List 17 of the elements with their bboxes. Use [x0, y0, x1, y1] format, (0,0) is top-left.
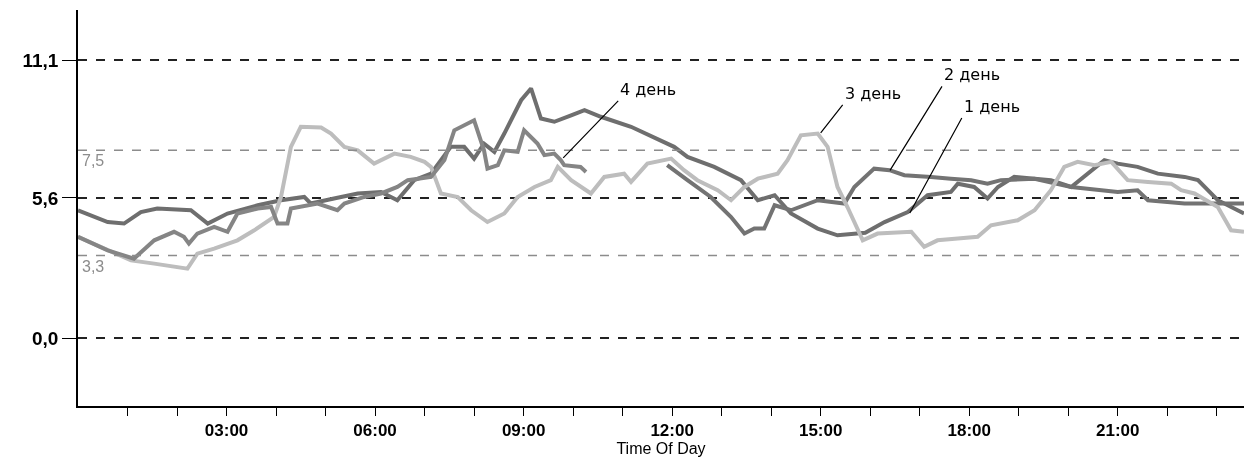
x-tick-label: 21:00 [1096, 421, 1140, 441]
x-tick-label: 12:00 [650, 421, 694, 441]
x-axis-title: Time Of Day [616, 440, 706, 458]
x-tick-label: 09:00 [501, 421, 546, 441]
x-tick-label: 18:00 [947, 421, 991, 441]
annotation: 2 день [944, 65, 1001, 84]
ref-line-label: 3,3 [82, 258, 105, 275]
annotation: 3 день [845, 84, 902, 103]
y-tick-label: 11,1 [22, 49, 59, 71]
annotation: 4 день [620, 80, 677, 99]
y-tick-label: 5,6 [32, 187, 59, 209]
x-tick-label: 03:00 [204, 421, 249, 441]
ref-line-label: 7,5 [82, 152, 105, 169]
x-tick-label: 06:00 [353, 421, 397, 441]
annotation: 1 день [964, 97, 1021, 116]
y-tick-label: 0,0 [32, 327, 59, 349]
x-tick-label: 15:00 [798, 421, 843, 441]
